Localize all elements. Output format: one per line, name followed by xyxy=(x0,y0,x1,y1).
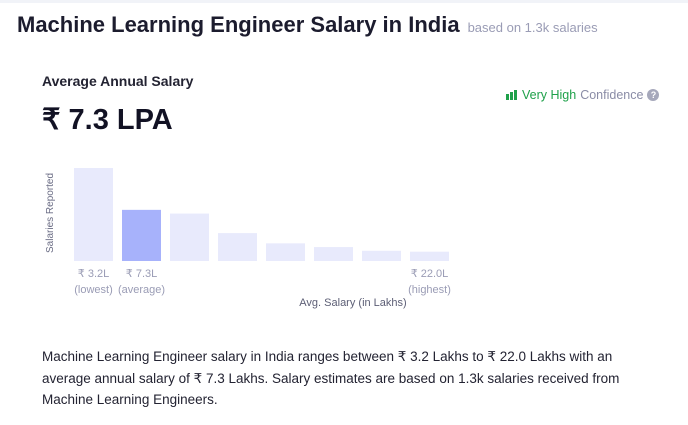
page-title: Machine Learning Engineer Salary in Indi… xyxy=(17,12,598,38)
bar xyxy=(266,243,305,261)
bar xyxy=(74,168,113,261)
tick-label: ₹ 7.3L xyxy=(126,268,157,280)
average-salary-label: Average Annual Salary xyxy=(42,73,194,89)
average-salary-value: ₹ 7.3 LPA xyxy=(42,104,173,136)
bar xyxy=(410,251,449,261)
tick-sublabel: (average) xyxy=(118,284,165,296)
bar xyxy=(122,209,161,261)
salary-count-subtitle: based on 1.3k salaries xyxy=(467,20,598,35)
title-text: Machine Learning Engineer Salary in Indi… xyxy=(17,12,460,37)
salary-distribution-chart: Salaries Reported ₹ 3.2L (lowest) ₹ 7.3L (a… xyxy=(45,168,451,309)
tick-label: ₹ 22.0L xyxy=(411,268,449,280)
confidence-level: Very High xyxy=(522,88,577,102)
help-icon[interactable]: ? xyxy=(647,89,660,101)
bar xyxy=(314,247,353,261)
bar xyxy=(218,233,257,261)
tick-sublabel: (lowest) xyxy=(74,284,113,296)
confidence-indicator: Very High Confidence ? xyxy=(506,88,660,102)
tick-sublabel: (highest) xyxy=(408,284,451,296)
tick-label: ₹ 3.2L xyxy=(78,268,109,280)
x-axis-label: Avg. Salary (in Lakhs) xyxy=(299,297,406,309)
bar xyxy=(170,213,209,261)
salary-description: Machine Learning Engineer salary in Indi… xyxy=(42,349,620,407)
top-divider xyxy=(0,0,688,3)
signal-bars-icon xyxy=(506,90,517,100)
y-axis-label: Salaries Reported xyxy=(45,173,56,253)
confidence-text: Confidence xyxy=(580,88,644,102)
bar xyxy=(362,250,401,261)
